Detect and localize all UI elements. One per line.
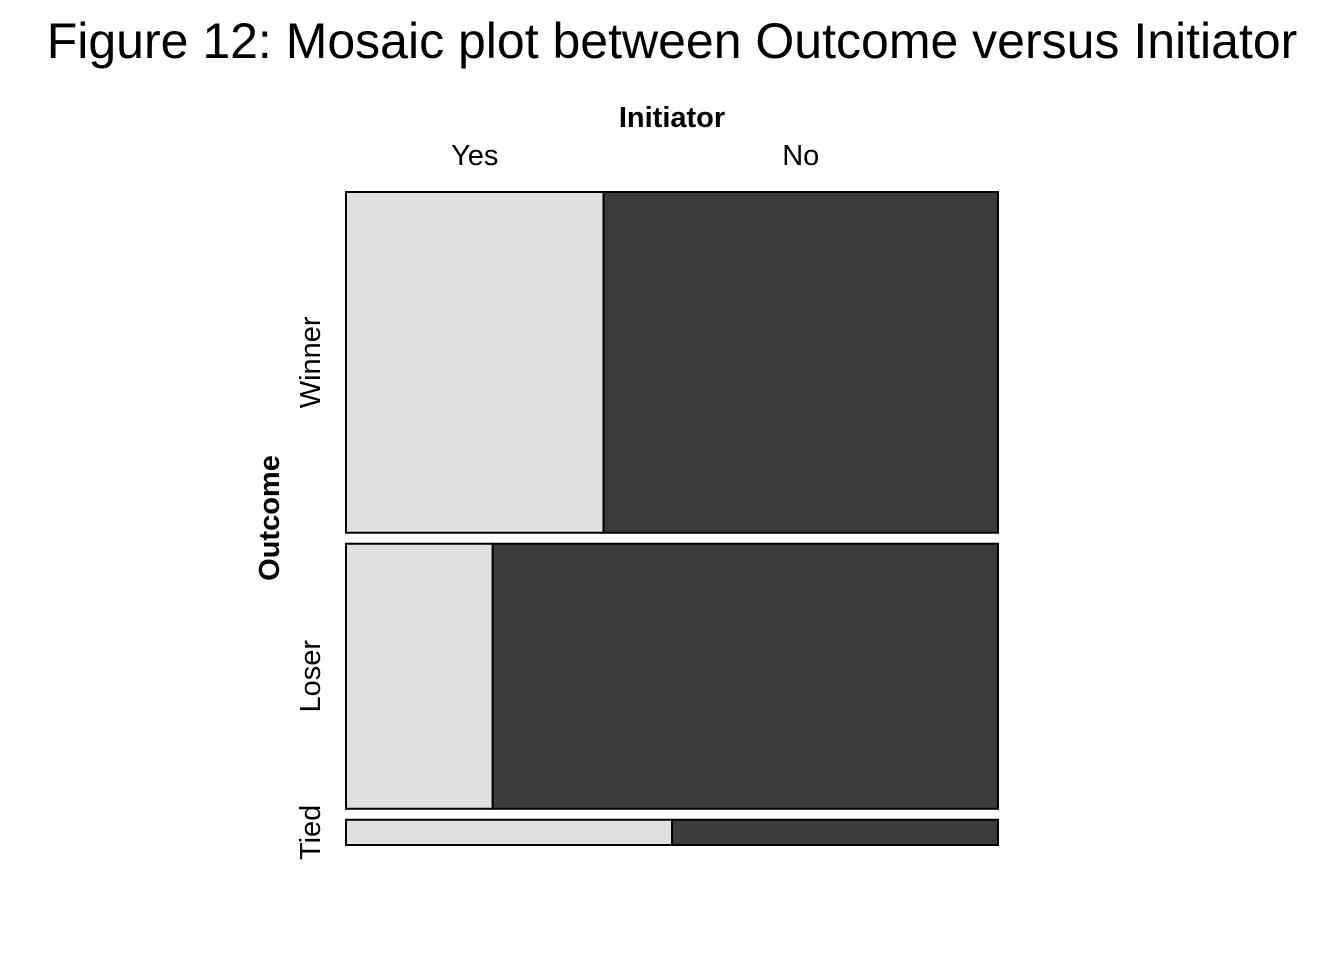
tile-winner-yes xyxy=(345,191,605,534)
tile-loser-no xyxy=(491,542,999,810)
y-axis-title: Outcome xyxy=(254,455,286,581)
column-labels: Yes No xyxy=(451,140,819,172)
column-label-no: No xyxy=(782,140,819,172)
tile-tied-yes xyxy=(345,818,673,847)
mosaic-tiles xyxy=(345,191,999,847)
x-axis-title: Initiator xyxy=(619,102,725,134)
tile-loser-yes xyxy=(345,542,494,810)
row-label-loser: Loser xyxy=(295,640,327,713)
row-label-tied: Tied xyxy=(295,805,327,860)
tile-tied-no xyxy=(671,818,999,847)
row-labels: Winner Loser Tied xyxy=(295,316,327,860)
chart-title: Figure 12: Mosaic plot between Outcome v… xyxy=(47,13,1298,69)
column-label-yes: Yes xyxy=(451,140,498,172)
row-label-winner: Winner xyxy=(295,316,327,408)
tile-winner-no xyxy=(602,191,999,534)
